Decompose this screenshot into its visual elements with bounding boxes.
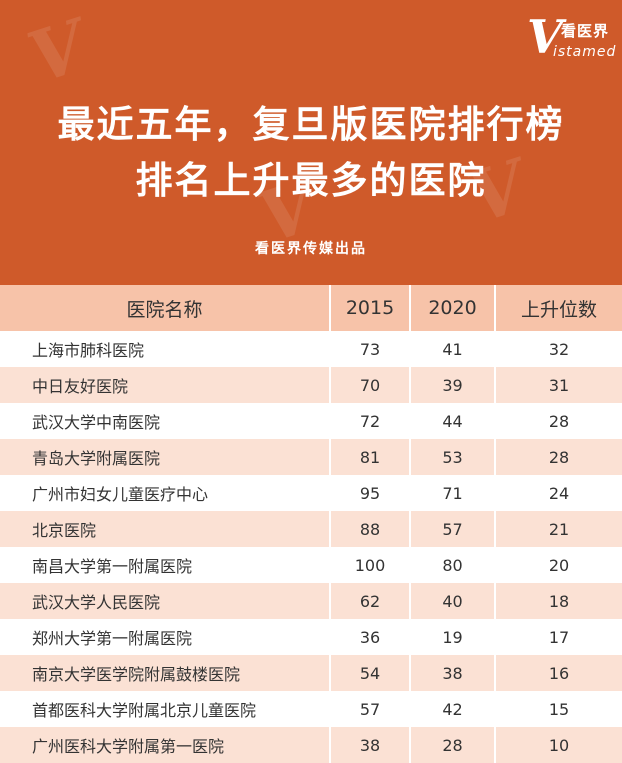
ranking-table: 医院名称 2015 2020 上升位数 上海市肺科医院 73 41 32 中日友… bbox=[0, 285, 622, 763]
cell-rank-rise: 31 bbox=[495, 367, 622, 403]
cell-2020: 80 bbox=[410, 547, 496, 583]
table-row: 广州市妇女儿童医疗中心 95 71 24 bbox=[0, 475, 622, 511]
cell-hospital-name: 郑州大学第一附属医院 bbox=[0, 619, 331, 655]
cell-2015: 72 bbox=[330, 403, 411, 439]
cell-rank-rise: 21 bbox=[495, 511, 622, 547]
header-hospital-name: 医院名称 bbox=[0, 285, 331, 331]
table-row: 武汉大学人民医院 62 40 18 bbox=[0, 583, 622, 619]
cell-2015: 57 bbox=[330, 691, 411, 727]
cell-hospital-name: 首都医科大学附属北京儿童医院 bbox=[0, 691, 331, 727]
logo-en: istamed bbox=[553, 44, 617, 60]
cell-2020: 38 bbox=[410, 655, 496, 691]
table-row: 武汉大学中南医院 72 44 28 bbox=[0, 403, 622, 439]
cell-2020: 71 bbox=[410, 475, 496, 511]
table-row: 南昌大学第一附属医院 100 80 20 bbox=[0, 547, 622, 583]
cell-hospital-name: 北京医院 bbox=[0, 511, 331, 547]
cell-rank-rise: 16 bbox=[495, 655, 622, 691]
cell-2020: 41 bbox=[410, 331, 496, 367]
table-row: 青岛大学附属医院 81 53 28 bbox=[0, 439, 622, 475]
cell-2015: 81 bbox=[330, 439, 411, 475]
header-rank-rise: 上升位数 bbox=[495, 285, 622, 331]
cell-rank-rise: 28 bbox=[495, 403, 622, 439]
cell-rank-rise: 32 bbox=[495, 331, 622, 367]
cell-2015: 70 bbox=[330, 367, 411, 403]
cell-2020: 42 bbox=[410, 691, 496, 727]
table-row: 中日友好医院 70 39 31 bbox=[0, 367, 622, 403]
cell-2020: 39 bbox=[410, 367, 496, 403]
cell-rank-rise: 18 bbox=[495, 583, 622, 619]
cell-2015: 95 bbox=[330, 475, 411, 511]
cell-2020: 28 bbox=[410, 727, 496, 763]
table-row: 北京医院 88 57 21 bbox=[0, 511, 622, 547]
cell-2020: 44 bbox=[410, 403, 496, 439]
table-row: 上海市肺科医院 73 41 32 bbox=[0, 331, 622, 367]
table-row: 南京大学医学院附属鼓楼医院 54 38 16 bbox=[0, 655, 622, 691]
cell-rank-rise: 24 bbox=[495, 475, 622, 511]
header-2015: 2015 bbox=[330, 285, 411, 331]
cell-2015: 36 bbox=[330, 619, 411, 655]
cell-rank-rise: 28 bbox=[495, 439, 622, 475]
header-banner: V V V V 看医界 istamed 最近五年，复旦版医院排行榜 排名上升最多… bbox=[0, 0, 622, 285]
cell-2020: 53 bbox=[410, 439, 496, 475]
cell-2020: 19 bbox=[410, 619, 496, 655]
logo-mark: V bbox=[527, 10, 563, 64]
cell-rank-rise: 17 bbox=[495, 619, 622, 655]
cell-2020: 40 bbox=[410, 583, 496, 619]
cell-hospital-name: 南昌大学第一附属医院 bbox=[0, 547, 331, 583]
cell-2015: 54 bbox=[330, 655, 411, 691]
cell-2015: 73 bbox=[330, 331, 411, 367]
cell-hospital-name: 武汉大学人民医院 bbox=[0, 583, 331, 619]
cell-hospital-name: 青岛大学附属医院 bbox=[0, 439, 331, 475]
cell-hospital-name: 上海市肺科医院 bbox=[0, 331, 331, 367]
cell-hospital-name: 广州医科大学附属第一医院 bbox=[0, 727, 331, 763]
table-header-row: 医院名称 2015 2020 上升位数 bbox=[0, 285, 622, 331]
cell-rank-rise: 20 bbox=[495, 547, 622, 583]
page-title-line2: 排名上升最多的医院 bbox=[135, 159, 487, 202]
cell-hospital-name: 南京大学医学院附属鼓楼医院 bbox=[0, 655, 331, 691]
cell-rank-rise: 10 bbox=[495, 727, 622, 763]
table-row: 郑州大学第一附属医院 36 19 17 bbox=[0, 619, 622, 655]
page-subtitle: 看医界传媒出品 bbox=[255, 241, 367, 257]
table-row: 广州医科大学附属第一医院 38 28 10 bbox=[0, 727, 622, 763]
header-2020: 2020 bbox=[410, 285, 496, 331]
cell-rank-rise: 15 bbox=[495, 691, 622, 727]
cell-hospital-name: 广州市妇女儿童医疗中心 bbox=[0, 475, 331, 511]
logo-cn: 看医界 bbox=[561, 22, 610, 40]
watermark-logo: V bbox=[18, 3, 96, 100]
cell-2015: 100 bbox=[330, 547, 411, 583]
table-row: 首都医科大学附属北京儿童医院 57 42 15 bbox=[0, 691, 622, 727]
cell-2020: 57 bbox=[410, 511, 496, 547]
vistamed-logo: V 看医界 istamed bbox=[527, 10, 615, 64]
page-title-line1: 最近五年，复旦版医院排行榜 bbox=[57, 103, 565, 146]
cell-2015: 38 bbox=[330, 727, 411, 763]
cell-hospital-name: 中日友好医院 bbox=[0, 367, 331, 403]
cell-2015: 62 bbox=[330, 583, 411, 619]
cell-2015: 88 bbox=[330, 511, 411, 547]
cell-hospital-name: 武汉大学中南医院 bbox=[0, 403, 331, 439]
